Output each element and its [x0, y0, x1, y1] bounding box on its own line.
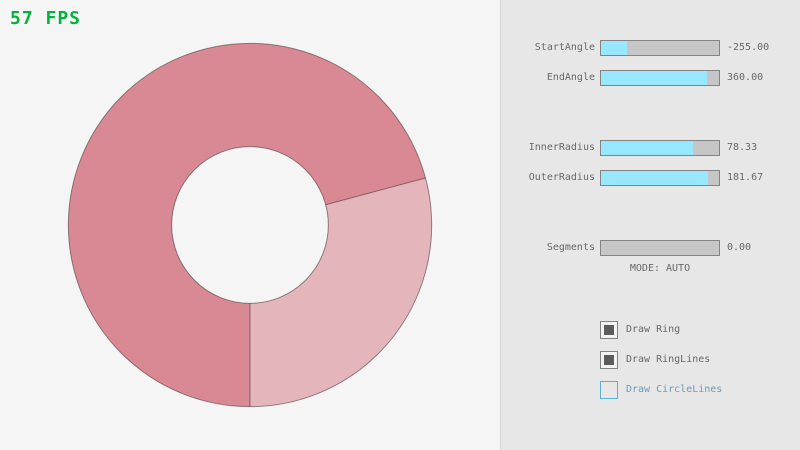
end-angle-value: 360.00	[727, 72, 764, 83]
segments-slider[interactable]	[600, 240, 720, 256]
segments-label: Segments	[546, 242, 595, 253]
segments-mode-text: MODE: AUTO	[629, 263, 691, 274]
inner-radius-slider[interactable]	[600, 140, 720, 156]
start-angle-value: -255.00	[727, 42, 770, 53]
inner-radius-label: InnerRadius	[528, 142, 595, 153]
checkbox-draw-circlelines[interactable]: Draw CircleLines	[600, 380, 722, 400]
segments-row: Segments 0.00	[501, 240, 800, 256]
checkbox-label: Draw RingLines	[626, 354, 711, 365]
outer-radius-row: OuterRadius 181.67	[501, 170, 800, 186]
end-angle-row: EndAngle 360.00	[501, 70, 800, 86]
inner-radius-row: InnerRadius 78.33	[501, 140, 800, 156]
checkbox-draw-ringlines[interactable]: Draw RingLines	[600, 350, 710, 370]
controls-panel: StartAngle -255.00 EndAngle 360.00 Inner…	[500, 0, 800, 450]
fps-counter: 57 FPS	[10, 8, 82, 29]
start-angle-slider[interactable]	[600, 40, 720, 56]
checkbox-box-unchecked[interactable]	[600, 381, 618, 399]
checkbox-label: Draw CircleLines	[626, 384, 723, 395]
start-angle-label: StartAngle	[534, 42, 595, 53]
outer-radius-slider[interactable]	[600, 170, 720, 186]
inner-radius-value: 78.33	[727, 142, 758, 153]
ring-chart	[67, 42, 433, 408]
checkbox-draw-ring[interactable]: Draw Ring	[600, 320, 680, 340]
outer-radius-value: 181.67	[727, 172, 764, 183]
checkbox-box-checked[interactable]	[600, 351, 618, 369]
start-angle-row: StartAngle -255.00	[501, 40, 800, 56]
checkbox-box-checked[interactable]	[600, 321, 618, 339]
segments-value: 0.00	[727, 242, 752, 253]
check-mark	[604, 325, 614, 335]
checkbox-label: Draw Ring	[626, 324, 681, 335]
check-mark	[604, 355, 614, 365]
end-angle-slider[interactable]	[600, 70, 720, 86]
outer-radius-label: OuterRadius	[528, 172, 595, 183]
end-angle-label: EndAngle	[546, 72, 595, 83]
